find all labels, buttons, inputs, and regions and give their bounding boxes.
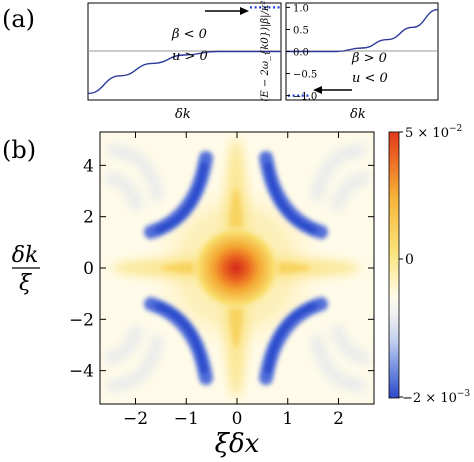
colorbar-min-exponent: −3 bbox=[457, 389, 471, 399]
panel-a-right-ytick-label: 1.0 bbox=[293, 3, 309, 14]
panel-b-ytick-label: −2 bbox=[69, 310, 94, 330]
panel-a-left-annot-u: u > 0 bbox=[172, 49, 208, 64]
panel-a-right-ytick-label: −0.5 bbox=[293, 70, 317, 81]
panel-a-label: (a) bbox=[2, 5, 35, 33]
panel-a-right-annot-beta: β > 0 bbox=[351, 51, 387, 66]
panel-a-left-curve bbox=[88, 50, 281, 95]
colorbar-gradient bbox=[388, 131, 400, 399]
heatmap-core bbox=[190, 224, 282, 312]
panel-b-ylabel-num: δk bbox=[12, 243, 39, 268]
colorbar-min-label: −2 × 10−3 bbox=[402, 389, 470, 406]
colorbar-max-exponent: −2 bbox=[449, 124, 462, 134]
panel-a-right-yticks: −1.0 −0.5 0.0 0.5 1.0 bbox=[286, 3, 317, 103]
panel-b-xtick-label: 1 bbox=[282, 409, 293, 429]
panel-a-right-xlabel: δk bbox=[350, 107, 366, 122]
panel-b-xlabel: ξδx bbox=[215, 429, 260, 459]
panel-a-left: β < 0 u > 0 δk bbox=[87, 2, 282, 122]
colorbar-max-label: 5 × 10−2 bbox=[405, 124, 462, 141]
panel-b-label: (b) bbox=[2, 136, 36, 164]
panel-a-right-curve bbox=[286, 8, 438, 53]
panel-b-ytick-label: 0 bbox=[83, 259, 94, 279]
panel-b-xtick-label: 0 bbox=[232, 409, 243, 429]
panel-b-ytick-label: 2 bbox=[83, 208, 94, 228]
panel-b-xtick-label: −1 bbox=[174, 409, 199, 429]
panel-a-left-arrowhead-icon bbox=[240, 7, 249, 15]
panel-a-left-xlabel: δk bbox=[175, 107, 191, 122]
colorbar: 5 × 10−2 0 −2 × 10−3 bbox=[388, 124, 470, 406]
panel-a-right: β > 0 u < 0 δk −1.0 −0.5 0.0 0.5 1.0 bbox=[285, 2, 439, 122]
panel-a-right-ytick-label: 0.5 bbox=[293, 25, 309, 36]
panel-a-left-annot-beta: β < 0 bbox=[171, 27, 207, 42]
panel-b-xtick-label: −2 bbox=[123, 409, 148, 429]
panel-b-heatmap bbox=[100, 132, 374, 404]
panel-b-ticks: −2 −1 0 1 2 −4 −2 0 2 4 bbox=[69, 132, 374, 429]
panel-b-ytick-label: −4 bbox=[69, 362, 94, 382]
panel-a-ylabel: (E − 2ω_{k0})|β|/κ² bbox=[260, 1, 271, 102]
colorbar-zero-label: 0 bbox=[405, 252, 414, 268]
colorbar-min-mantissa: −2 × 10 bbox=[402, 391, 457, 406]
panel-b-ytick-label: 4 bbox=[83, 156, 94, 176]
panel-a-right-ytick-label: −1.0 bbox=[293, 92, 317, 103]
panel-a-right-annot-u: u < 0 bbox=[352, 71, 388, 86]
panel-a-right-arrowhead-icon bbox=[313, 86, 322, 94]
heatmap-faint-arcs bbox=[104, 144, 370, 392]
panel-b-ylabel-den: ξ bbox=[19, 271, 33, 296]
panel-b-xtick-label: 2 bbox=[333, 409, 344, 429]
colorbar-max-mantissa: 5 × 10 bbox=[405, 126, 449, 141]
panel-a-right-ytick-label: 0.0 bbox=[293, 48, 309, 59]
